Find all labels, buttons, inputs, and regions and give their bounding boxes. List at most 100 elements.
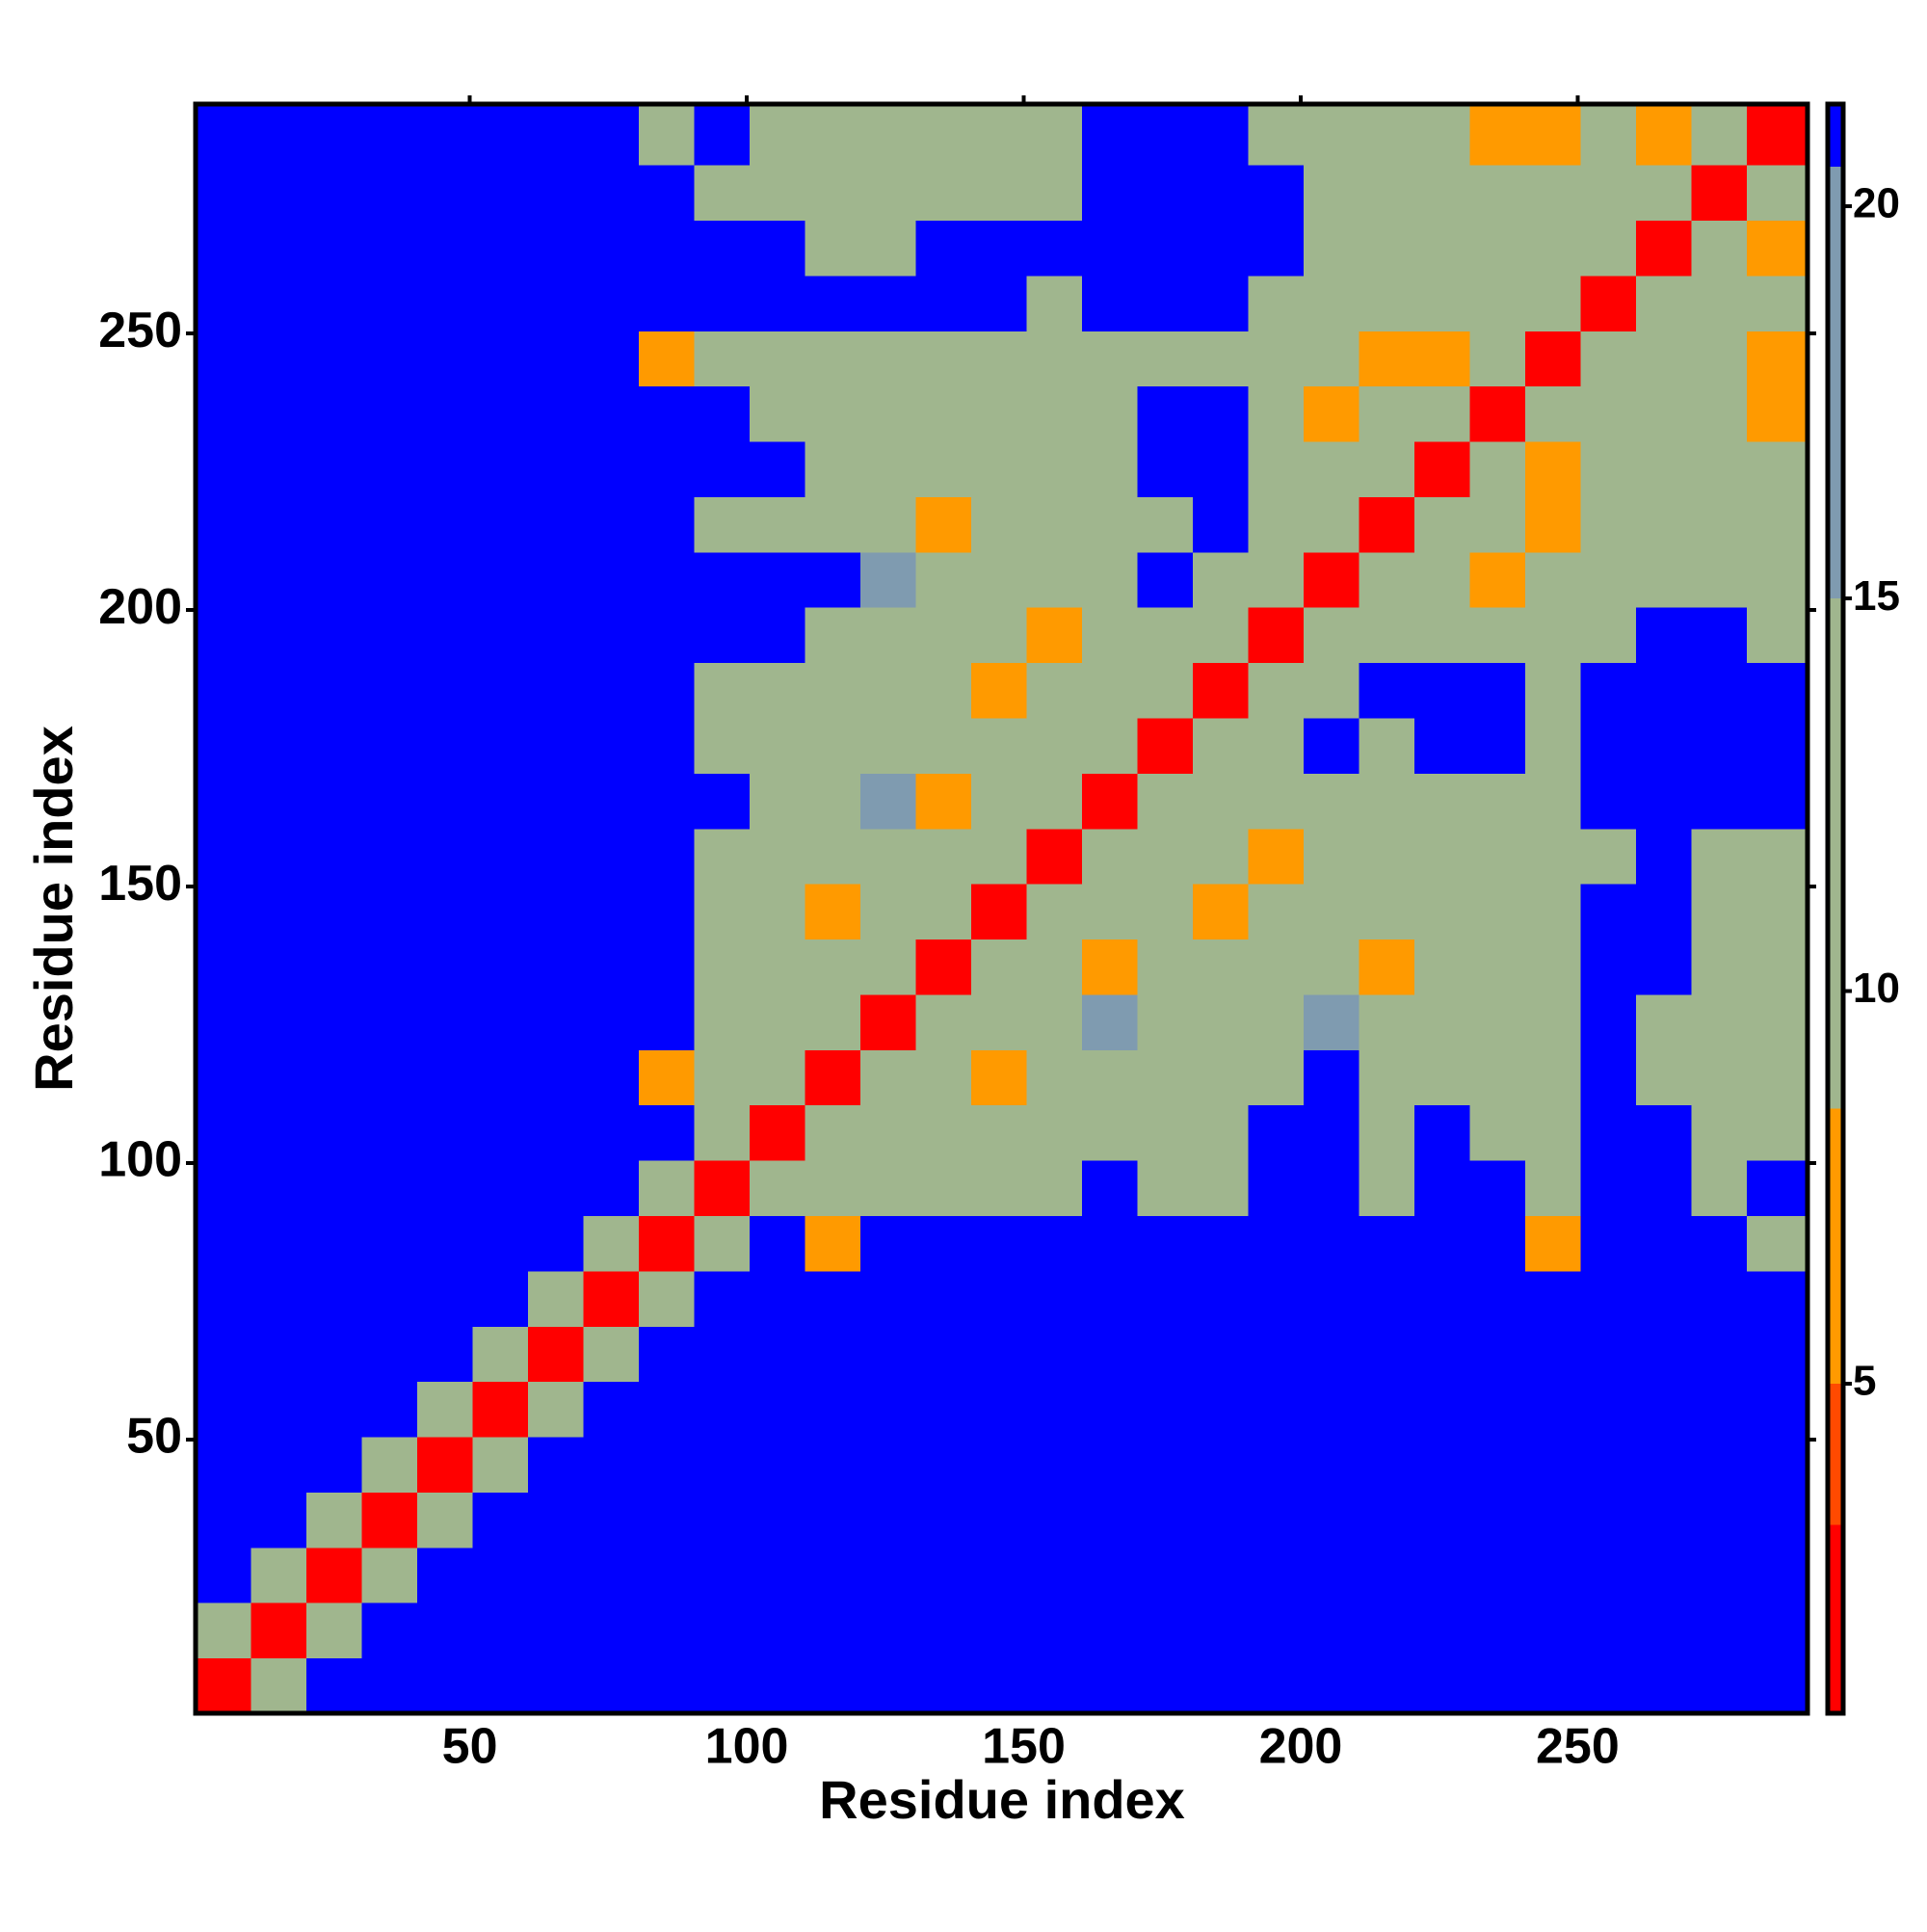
heatmap-cell: [1081, 607, 1138, 664]
heatmap-cell: [1524, 939, 1581, 995]
heatmap-cell: [1469, 607, 1526, 664]
heatmap-cell: [1635, 275, 1692, 331]
heatmap-cell: [1359, 718, 1415, 774]
heatmap-cell: [1746, 939, 1808, 995]
heatmap-cell: [1026, 1270, 1083, 1327]
heatmap-cell: [1137, 773, 1194, 830]
heatmap-cell: [1192, 1270, 1249, 1327]
heatmap-cell: [1192, 275, 1249, 331]
heatmap-cell: [859, 773, 916, 830]
heatmap-cell: [583, 884, 640, 940]
heatmap-cell: [1635, 104, 1692, 166]
colorbar-step: [1828, 598, 1843, 1109]
heatmap-cell: [361, 828, 418, 885]
heatmap-cell: [1635, 662, 1692, 719]
heatmap-cell: [638, 939, 695, 995]
heatmap-cell: [361, 662, 418, 719]
heatmap-cell: [1635, 1437, 1692, 1493]
heatmap-cell: [1635, 551, 1692, 608]
heatmap-cell: [251, 1381, 307, 1438]
heatmap-cell: [1248, 220, 1305, 277]
heatmap-cell: [1469, 1270, 1526, 1327]
y-tick-label: 250: [98, 303, 182, 358]
heatmap-cell: [1524, 104, 1581, 166]
heatmap-cell: [1413, 1492, 1470, 1548]
heatmap-cell: [527, 441, 584, 497]
heatmap-cell: [472, 1547, 529, 1603]
heatmap-cell: [527, 1160, 584, 1217]
heatmap-cell: [1746, 718, 1808, 774]
heatmap-cell: [1524, 1547, 1581, 1603]
heatmap-cell: [1303, 441, 1359, 497]
heatmap-cell: [1081, 1602, 1138, 1659]
heatmap-cell: [915, 1049, 972, 1106]
heatmap-cell: [583, 275, 640, 331]
heatmap-cell: [1192, 1492, 1249, 1548]
heatmap-cell: [472, 884, 529, 940]
heatmap-cell: [694, 1326, 751, 1383]
heatmap-cell: [694, 496, 751, 553]
heatmap-cell: [305, 104, 362, 166]
heatmap-cell: [1081, 662, 1138, 719]
colorbar-step: [1828, 1524, 1843, 1713]
colorbar: 5 10 15 20: [1825, 101, 1900, 1716]
heatmap-cell: [196, 1326, 251, 1383]
heatmap-cell: [970, 1049, 1027, 1106]
heatmap-cell: [472, 1104, 529, 1161]
heatmap-cell: [416, 1049, 473, 1106]
heatmap-cell: [1469, 220, 1526, 277]
heatmap-cell: [638, 220, 695, 277]
heatmap-cell: [1303, 939, 1359, 995]
heatmap-cell: [1026, 496, 1083, 553]
heatmap-cell: [527, 607, 584, 664]
heatmap-cell: [638, 1381, 695, 1438]
heatmap-cell: [915, 441, 972, 497]
heatmap-cell: [694, 1492, 751, 1548]
heatmap-cell: [1303, 385, 1359, 442]
y-tick-label: 100: [98, 1132, 182, 1188]
heatmap-cell: [1469, 1381, 1526, 1438]
heatmap-cell: [694, 1049, 751, 1106]
heatmap-cell: [805, 662, 861, 719]
heatmap-cell: [1248, 1547, 1305, 1603]
heatmap-cell: [749, 1492, 805, 1548]
heatmap-cell: [361, 1547, 418, 1603]
heatmap-cell: [1746, 1381, 1808, 1438]
heatmap-cell: [1413, 939, 1470, 995]
heatmap-cell: [1635, 1215, 1692, 1272]
heatmap-cell: [361, 1602, 418, 1659]
colorbar-step: [1828, 167, 1843, 599]
heatmap-cell: [915, 275, 972, 331]
heatmap-cell: [361, 165, 418, 222]
heatmap-cell: [1691, 884, 1748, 940]
heatmap-cell: [1580, 1049, 1637, 1106]
heatmap-cell: [638, 1492, 695, 1548]
heatmap-cell: [1081, 275, 1138, 331]
heatmap-cell: [196, 828, 251, 885]
heatmap-cell: [749, 662, 805, 719]
heatmap-cell: [361, 385, 418, 442]
heatmap-cell: [1303, 828, 1359, 885]
heatmap-cell: [196, 1657, 251, 1714]
heatmap-cell: [1137, 1602, 1194, 1659]
heatmap-cell: [970, 828, 1027, 885]
heatmap-cell: [805, 1381, 861, 1438]
heatmap-cell: [361, 1160, 418, 1217]
heatmap-cell: [1026, 828, 1083, 885]
heatmap-cell: [1248, 1160, 1305, 1217]
heatmap-cell: [196, 939, 251, 995]
heatmap-cell: [1580, 773, 1637, 830]
heatmap-cell: [1359, 828, 1415, 885]
heatmap-cell: [1192, 607, 1249, 664]
heatmap-cell: [361, 1381, 418, 1438]
heatmap-cell: [251, 718, 307, 774]
heatmap-cell: [472, 1492, 529, 1548]
heatmap-cell: [1359, 1381, 1415, 1438]
heatmap-cell: [1137, 496, 1194, 553]
colorbar-tick-label: 5: [1853, 1357, 1876, 1404]
heatmap-cell: [805, 275, 861, 331]
heatmap-cell: [1413, 1049, 1470, 1106]
heatmap-cell: [527, 165, 584, 222]
heatmap-cell: [251, 220, 307, 277]
heatmap-cell: [638, 607, 695, 664]
